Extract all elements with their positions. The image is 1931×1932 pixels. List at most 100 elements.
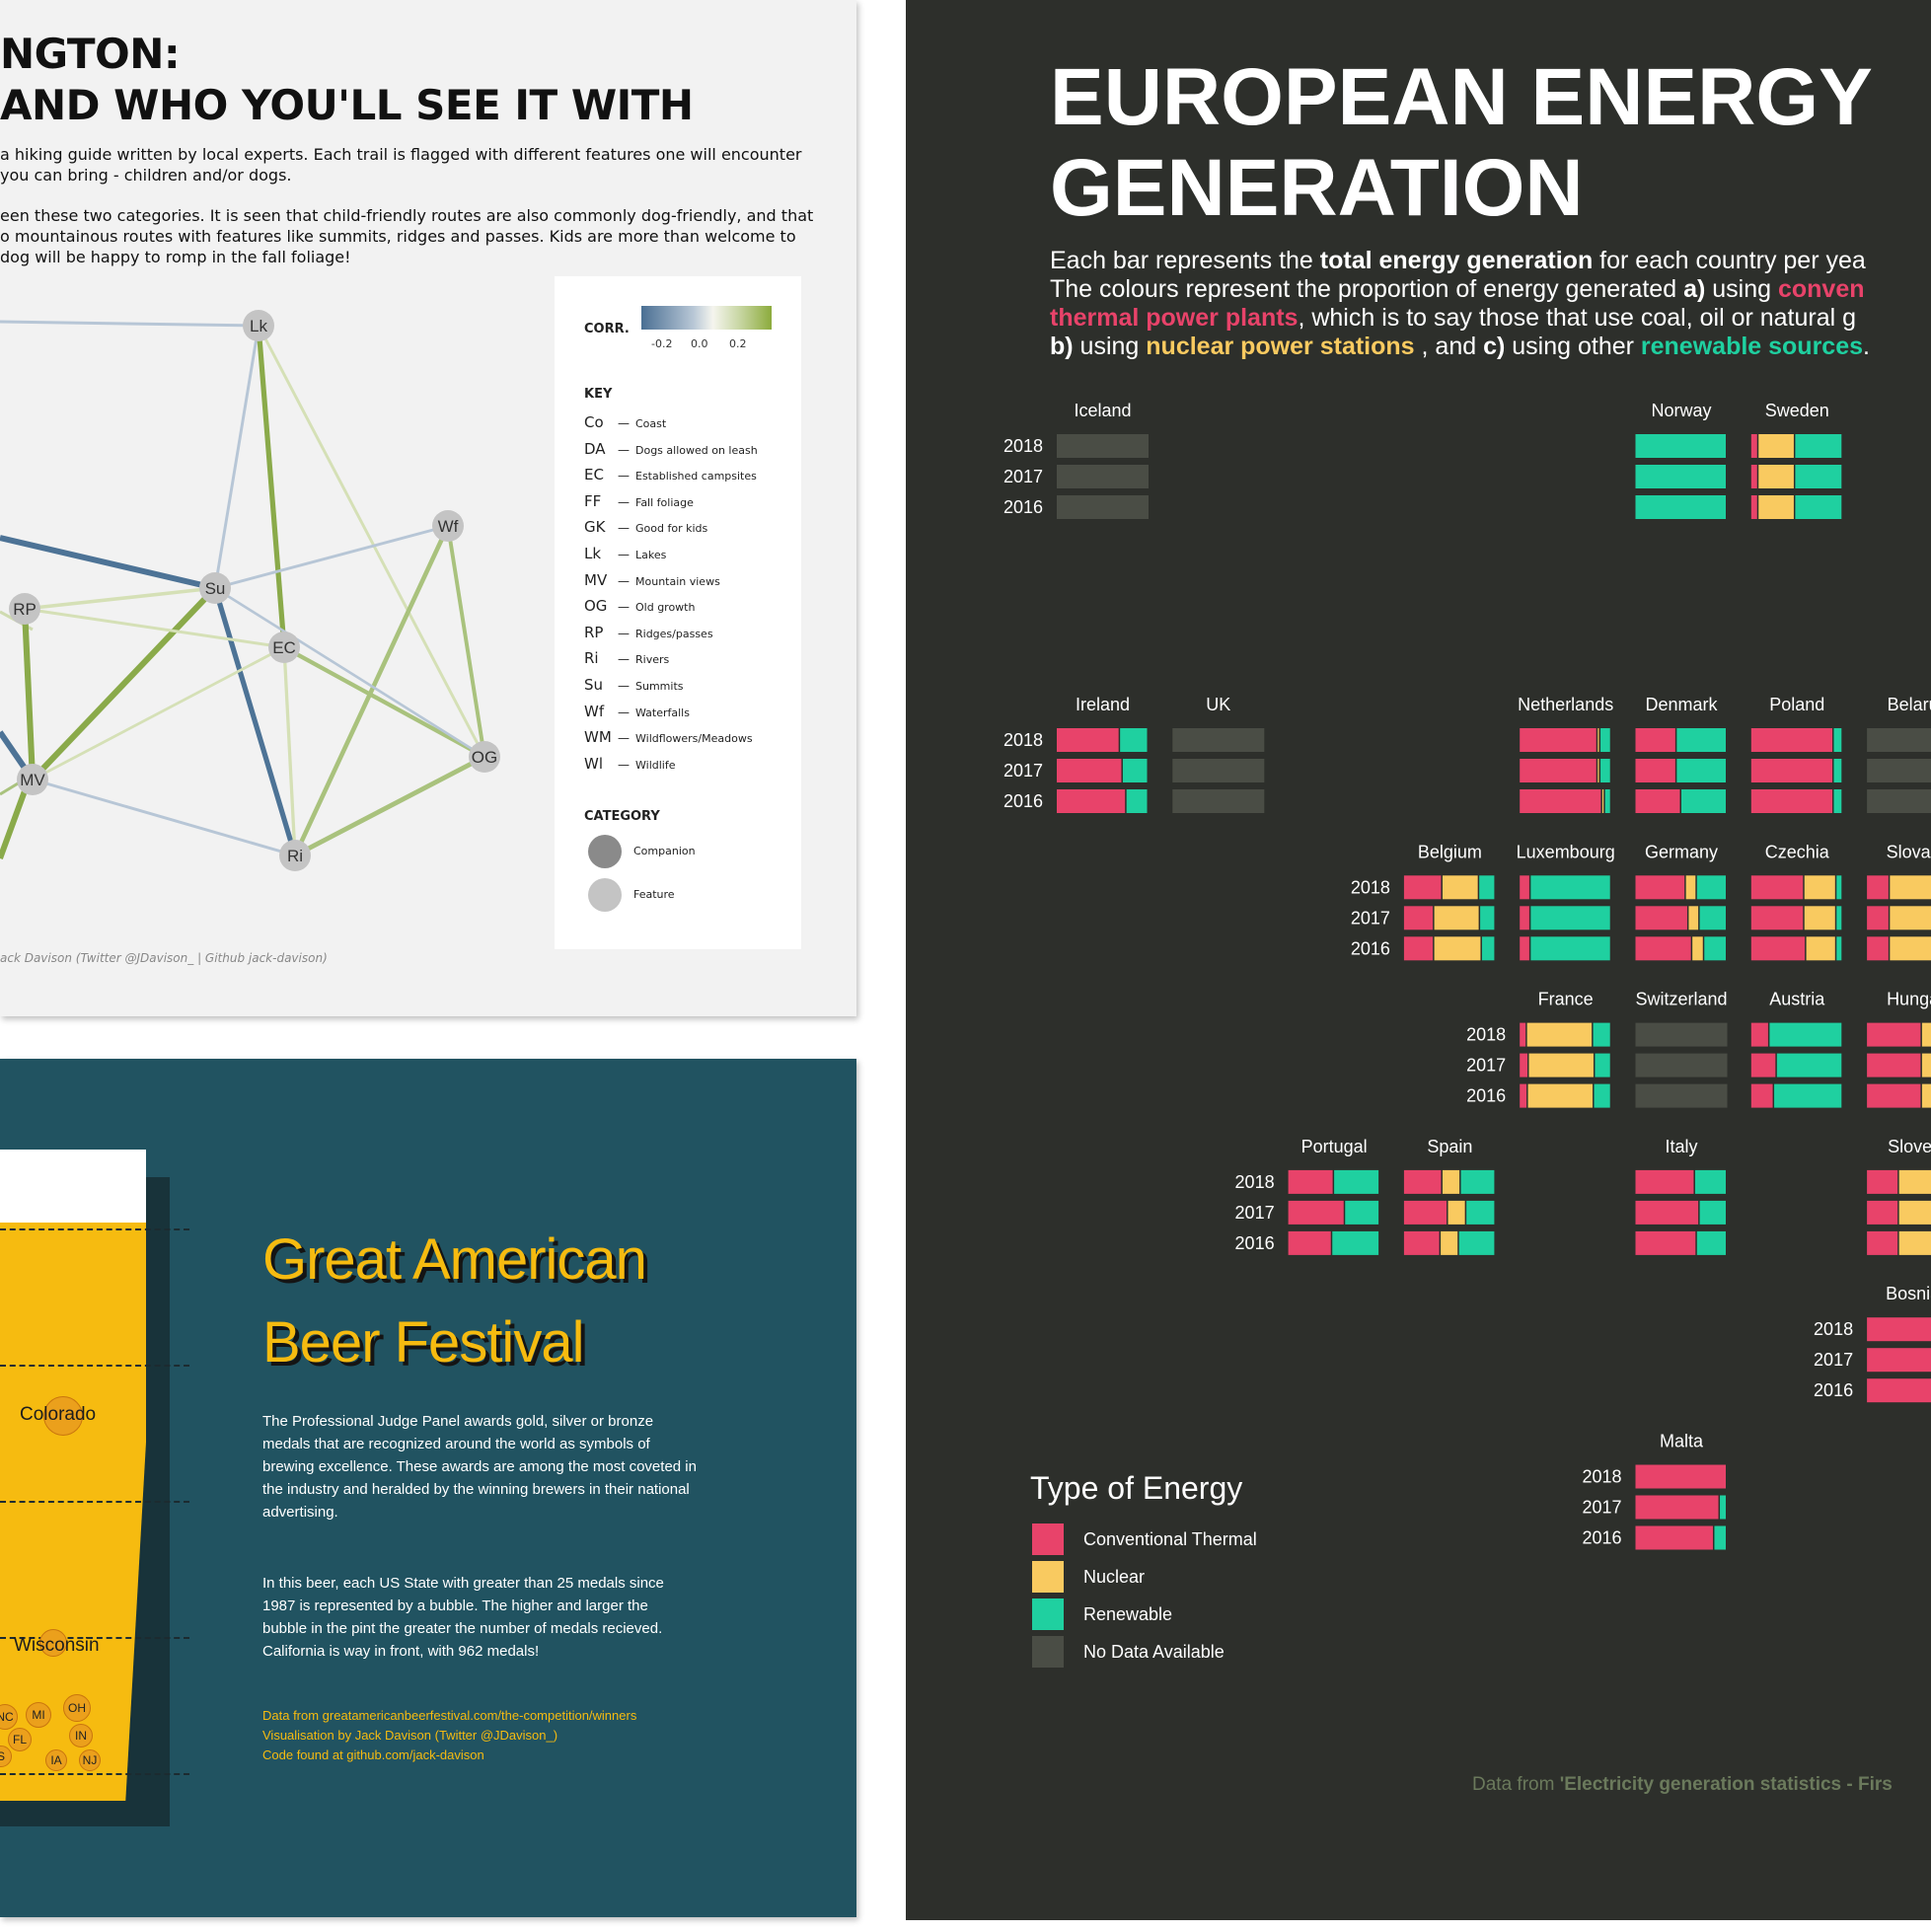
energy-bar-segment — [1520, 789, 1601, 813]
network-node — [279, 840, 311, 871]
legend-label: No Data Available — [1083, 1642, 1225, 1662]
energy-bar-nodata — [1172, 759, 1265, 782]
energy-bar-segment — [1898, 1169, 1931, 1194]
year-label: 2016 — [1582, 1528, 1621, 1548]
energy-bar-segment — [1714, 1525, 1726, 1550]
energy-bar-segment — [1441, 1230, 1458, 1255]
energy-bar-segment — [1681, 789, 1726, 813]
energy-bar-nodata — [1867, 789, 1931, 813]
year-label: 2017 — [1003, 761, 1043, 780]
country-label: Germany — [1645, 842, 1718, 861]
energy-bar-segment — [1750, 1083, 1773, 1108]
energy-bar-segment — [1480, 906, 1495, 930]
network-edge — [212, 587, 298, 856]
year-label: 2018 — [1582, 1467, 1621, 1487]
energy-bar-segment — [1890, 906, 1931, 930]
energy-bar-segment — [1795, 465, 1842, 488]
key-legend-title: KEY — [584, 387, 613, 402]
energy-bar-segment — [1867, 1169, 1898, 1194]
energy-bar-segment — [1604, 789, 1610, 813]
network-offscreen-edges — [0, 320, 260, 860]
energy-bar-segment — [1921, 1053, 1931, 1077]
key-dash: — — [618, 679, 630, 693]
key-dash: — — [618, 442, 630, 457]
network-edge — [30, 585, 218, 782]
network-node-label: Su — [205, 579, 226, 598]
energy-bar-nodata — [1172, 789, 1265, 813]
glass-gridline — [0, 1773, 189, 1775]
energy-bar-segment — [1593, 1022, 1610, 1047]
key-item: FF — Fall foliage — [584, 491, 694, 513]
energy-bar-nodata — [1057, 465, 1149, 488]
energy-bar-segment — [1750, 875, 1804, 900]
energy-bar-segment — [1750, 1022, 1768, 1047]
key-code: Co — [584, 413, 604, 431]
network-edge — [0, 535, 216, 591]
subtitle-text: using other — [1505, 333, 1641, 360]
energy-bar-segment — [1520, 936, 1529, 961]
network-nodes: Lk Wf Su RP EC OG MV Ri — [9, 310, 500, 871]
country-label: Bosnia — [1886, 1284, 1931, 1303]
corr-tick-label: 0.2 — [729, 337, 747, 350]
subtitle-text: , which is to say those that use coal, o… — [1298, 304, 1857, 332]
network-node — [9, 593, 40, 625]
energy-bar-segment — [1833, 789, 1842, 813]
energy-bar-segment — [1921, 1022, 1931, 1047]
energy-bar-segment — [1890, 875, 1931, 900]
energy-bar-segment — [1769, 1022, 1842, 1047]
energy-bar-segment — [1696, 1230, 1726, 1255]
country-label: UK — [1206, 695, 1230, 714]
category-label: Feature — [633, 888, 675, 901]
energy-bar-segment — [1635, 434, 1726, 458]
corr-tick-label: 0.0 — [691, 337, 708, 350]
category-label: Companion — [633, 845, 696, 857]
energy-bar-segment — [1694, 1169, 1726, 1194]
energy-bar-segment — [1466, 1200, 1495, 1225]
energy-bar-segment — [1867, 1022, 1921, 1047]
country-label: Norway — [1651, 401, 1711, 420]
key-code: EC — [584, 466, 604, 484]
energy-bar-segment — [1460, 1169, 1495, 1194]
network-edge — [256, 325, 287, 648]
hiking-findings-paragraph: een these two categories. It is seen tha… — [0, 206, 814, 266]
key-item: GK — Good for kids — [584, 517, 707, 539]
energy-bar-nodata — [1057, 434, 1149, 458]
energy-data-source: Data from 'Electricity generation statis… — [1472, 1774, 1893, 1796]
legend-label: Nuclear — [1083, 1567, 1146, 1587]
energy-bar-segment — [1890, 936, 1931, 961]
energy-bar-segment — [1720, 1495, 1726, 1520]
energy-bar-segment — [1520, 875, 1529, 900]
energy-bar-segment — [1530, 875, 1610, 900]
state-label-colorado: Colorado — [20, 1404, 97, 1425]
key-label: Wildflowers/Meadows — [635, 732, 753, 746]
subtitle-text: using — [1073, 333, 1147, 360]
subtitle-text: using — [1705, 275, 1778, 303]
country-label: Belaru — [1888, 695, 1931, 714]
key-item: Su — Summits — [584, 675, 684, 697]
energy-bar-segment — [1758, 434, 1794, 458]
network-node-label: OG — [472, 748, 497, 767]
energy-bar-nodata — [1172, 728, 1265, 752]
energy-bar-segment — [1520, 728, 1597, 752]
energy-bar-segment — [1696, 875, 1726, 900]
key-label: Dogs allowed on leash — [635, 443, 758, 457]
energy-bar-segment — [1804, 906, 1835, 930]
energy-bar-segment — [1635, 789, 1680, 813]
energy-bar-segment — [1758, 495, 1794, 519]
energy-bar-segment — [1676, 728, 1726, 752]
legend-swatch — [1032, 1561, 1064, 1593]
network-edge — [32, 778, 296, 857]
country-label: Netherlands — [1518, 695, 1613, 714]
key-dash: — — [618, 600, 630, 615]
hiking-network-panel: NGTON: AND WHO YOU'LL SEE IT WITH a hiki… — [0, 0, 856, 1016]
energy-bar-segment — [1699, 1200, 1726, 1225]
key-label: Summits — [635, 680, 684, 693]
network-edge — [32, 645, 285, 781]
legend-label: Conventional Thermal — [1083, 1529, 1257, 1549]
network-legend: CORR. -0.2 0.0 0.2 KEY Co — Coast DA — Dogs a… — [555, 276, 801, 949]
energy-bar-segment — [1403, 875, 1442, 900]
key-dash: — — [618, 548, 630, 561]
energy-bar-segment — [1635, 906, 1687, 930]
energy-bar-segment — [1345, 1200, 1379, 1225]
energy-bar-segment — [1520, 1053, 1527, 1077]
